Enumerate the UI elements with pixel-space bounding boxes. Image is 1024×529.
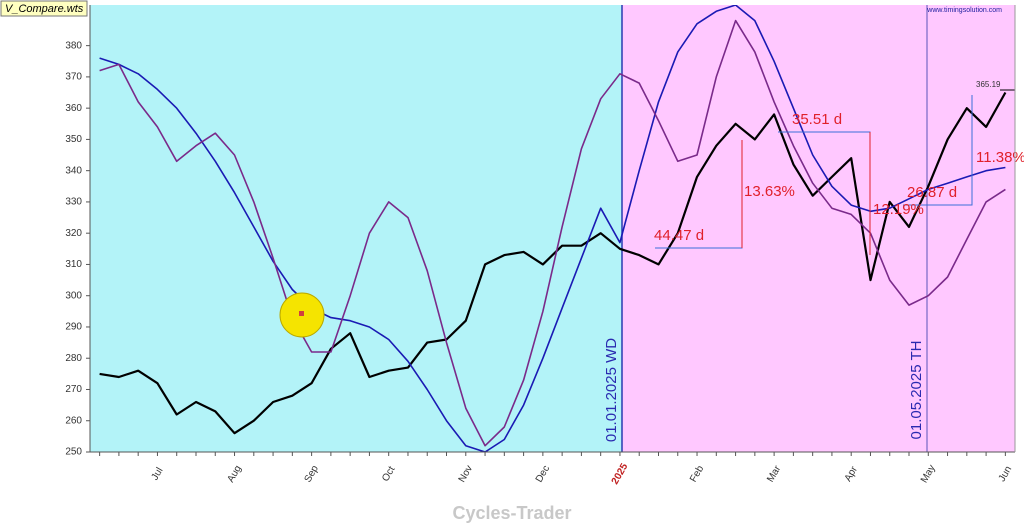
y-tick-label: 250 <box>65 447 82 458</box>
change-label: 13.63% <box>744 183 795 200</box>
y-tick-label: 260 <box>65 415 82 426</box>
y-tick-label: 340 <box>65 165 82 176</box>
x-tick-label: Jun <box>997 464 1015 483</box>
x-tick-label: Jul <box>150 466 166 483</box>
change-label: 11.38% <box>976 149 1024 166</box>
footer: Cycles-Trader <box>452 503 571 523</box>
zone-future <box>622 5 1015 452</box>
series-group <box>99 5 1007 452</box>
duration-label: 26.87 d <box>907 184 957 201</box>
x-tick-label: Apr <box>843 464 861 484</box>
x-tick-label: 2025 <box>610 461 631 486</box>
last-price: 365.19 <box>976 80 1001 89</box>
x-tick-label: Sep <box>303 463 322 484</box>
series-line <box>99 19 1006 447</box>
y-tick-label: 330 <box>65 197 82 208</box>
x-tick-label: Dec <box>534 464 552 485</box>
y-tick-label: 320 <box>65 228 82 239</box>
y-tick-label: 370 <box>65 72 82 83</box>
series-line <box>99 5 1006 452</box>
x-tick-label: Nov <box>457 464 475 485</box>
duration-label: 44.47 d <box>654 227 704 244</box>
y-tick-label: 360 <box>65 103 82 114</box>
y-tick-label: 270 <box>65 384 82 395</box>
y-tick-label: 280 <box>65 353 82 364</box>
x-tick-label: May <box>919 463 938 485</box>
x-tick-label: Feb <box>688 463 706 484</box>
y-tick-label: 380 <box>65 40 82 51</box>
x-tick-label: Mar <box>765 463 783 484</box>
change-label: 12.19% <box>873 201 924 218</box>
y-tick-label: 350 <box>65 134 82 145</box>
y-tick-label: 310 <box>65 259 82 270</box>
y-tick-label: 290 <box>65 322 82 333</box>
zone-past <box>90 5 622 452</box>
vline-label: 01.05.2025 TH <box>908 341 925 440</box>
x-tick-label: Oct <box>380 464 397 483</box>
file-label-box <box>0 0 88 17</box>
marker <box>299 311 304 316</box>
series-line <box>99 91 1007 435</box>
file-label: V_Compare.wts <box>5 3 84 15</box>
watermark: www.timingsolution.com <box>926 7 1002 14</box>
y-tick-label: 300 <box>65 290 82 301</box>
annotation-box <box>903 95 973 206</box>
duration-label: 35.51 d <box>792 111 842 128</box>
vline-label: 01.01.2025 WD <box>603 338 620 442</box>
x-tick-label: Aug <box>225 464 243 485</box>
